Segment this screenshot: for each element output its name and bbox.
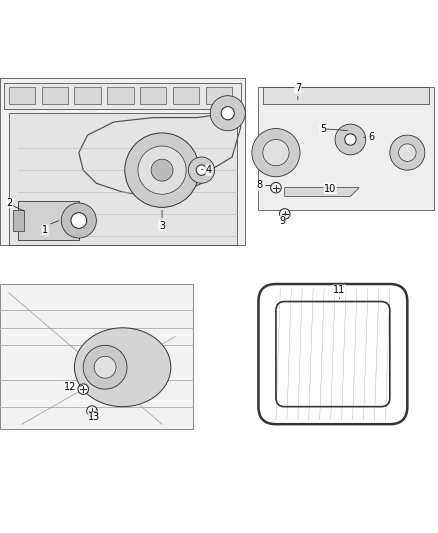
Text: 2: 2 <box>7 198 13 208</box>
Bar <box>140 87 166 104</box>
Text: 5: 5 <box>320 124 326 134</box>
Bar <box>206 87 232 104</box>
Circle shape <box>78 384 88 394</box>
Bar <box>74 87 101 104</box>
Bar <box>173 87 199 104</box>
Bar <box>258 87 434 209</box>
Bar <box>0 284 193 429</box>
Circle shape <box>61 203 96 238</box>
Bar <box>13 209 24 231</box>
Circle shape <box>221 107 234 120</box>
Text: 13: 13 <box>88 412 100 422</box>
Circle shape <box>210 96 245 131</box>
Text: 6: 6 <box>368 132 374 142</box>
Text: 10: 10 <box>324 183 336 193</box>
Ellipse shape <box>74 328 171 407</box>
Text: 7: 7 <box>295 84 301 93</box>
Text: 8: 8 <box>257 181 263 190</box>
Bar <box>263 87 429 104</box>
Circle shape <box>151 159 173 181</box>
Circle shape <box>138 146 186 194</box>
Circle shape <box>335 124 366 155</box>
Bar <box>4 83 241 109</box>
Circle shape <box>196 165 207 175</box>
Circle shape <box>271 182 281 193</box>
Bar <box>9 113 237 245</box>
Bar <box>107 87 134 104</box>
Circle shape <box>125 133 199 207</box>
Circle shape <box>252 128 300 177</box>
Circle shape <box>83 345 127 389</box>
Polygon shape <box>0 78 245 245</box>
Circle shape <box>71 213 87 229</box>
Bar <box>42 87 68 104</box>
Bar <box>18 201 79 240</box>
Text: 3: 3 <box>159 221 165 230</box>
Circle shape <box>188 157 215 183</box>
Circle shape <box>345 134 356 145</box>
Circle shape <box>279 209 290 219</box>
Polygon shape <box>285 188 359 197</box>
Text: 1: 1 <box>42 225 48 235</box>
Text: 9: 9 <box>279 216 286 226</box>
Text: 4: 4 <box>206 165 212 175</box>
Circle shape <box>94 356 116 378</box>
Circle shape <box>390 135 425 170</box>
Bar <box>9 87 35 104</box>
Circle shape <box>399 144 416 161</box>
Text: 12: 12 <box>64 382 77 392</box>
Circle shape <box>87 406 97 416</box>
Circle shape <box>263 140 289 166</box>
Text: 11: 11 <box>333 285 346 295</box>
